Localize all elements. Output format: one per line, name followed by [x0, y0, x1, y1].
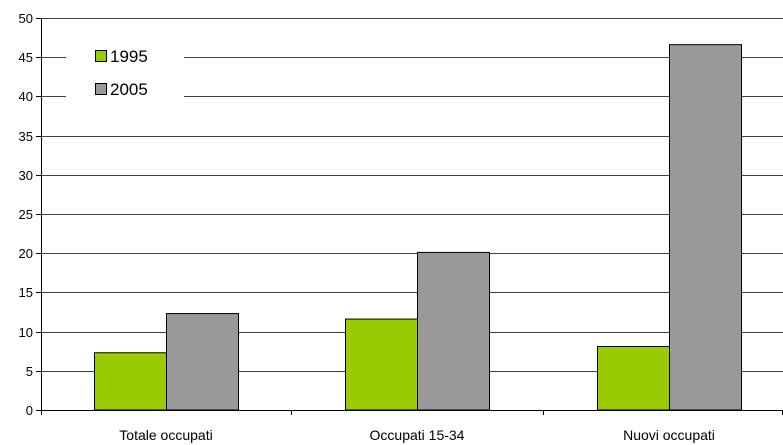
x-category-label: Occupati 15-34	[370, 427, 465, 443]
bars	[94, 44, 742, 411]
y-tick-label: 0	[26, 403, 33, 418]
legend-label: 2005	[110, 80, 148, 99]
y-tick-label: 35	[19, 129, 33, 144]
y-tick-label: 20	[19, 246, 33, 261]
x-category-label: Totale occupati	[119, 427, 212, 443]
gridlines	[41, 18, 783, 372]
legend-label: 1995	[110, 47, 148, 66]
y-tick-label: 10	[19, 325, 33, 340]
bar-1995-1	[345, 318, 418, 411]
legend-swatch-2005	[95, 83, 107, 95]
y-tick-label: 30	[19, 168, 33, 183]
x-category-label: Nuovi occupati	[623, 427, 715, 443]
y-tick-label: 15	[19, 285, 33, 300]
axes: 0 5 10 15 20 25 30 35 40 45 50 Totale occupati Occup…	[19, 11, 783, 443]
legend: 1995 2005	[66, 40, 184, 104]
y-tick-label: 40	[19, 89, 33, 104]
y-tick-label: 50	[19, 11, 33, 26]
y-tick-label: 5	[26, 364, 33, 379]
legend-swatch-1995	[95, 50, 107, 62]
y-tick-label: 45	[19, 50, 33, 65]
bar-2005-1	[417, 251, 490, 411]
y-tick-label: 25	[19, 207, 33, 222]
bar-1995-0	[94, 352, 167, 411]
bar-2005-2	[669, 44, 742, 411]
legend-box	[66, 40, 184, 104]
bar-1995-2	[597, 345, 670, 411]
bar-2005-0	[166, 313, 239, 411]
